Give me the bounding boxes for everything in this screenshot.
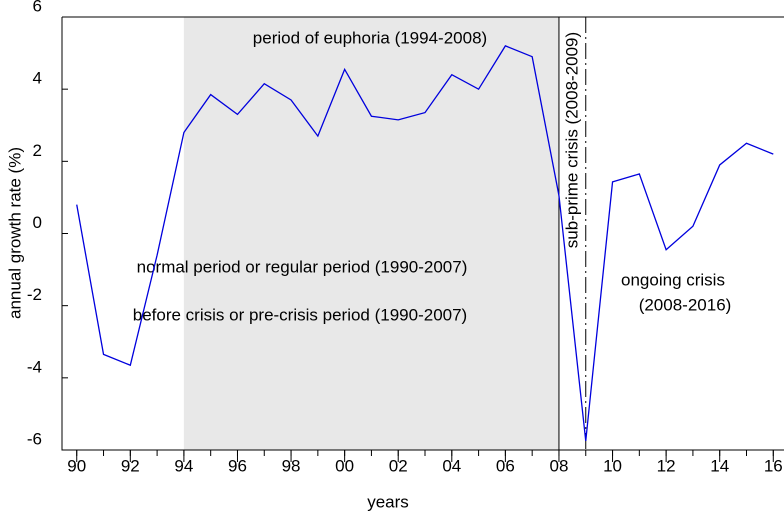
x-tick-label: 10 — [603, 456, 622, 475]
x-tick-label: 14 — [710, 456, 729, 475]
x-tick-label: 92 — [121, 456, 140, 475]
x-tick-label: 02 — [389, 456, 408, 475]
annotation: sub-prime crisis (2008-2009) — [562, 32, 581, 248]
y-tick-label: -4 — [27, 357, 42, 376]
x-tick-label: 06 — [496, 456, 515, 475]
y-axis-label: annual growth rate (%) — [5, 147, 24, 319]
x-tick-label: 00 — [335, 456, 354, 475]
x-tick-label: 08 — [550, 456, 569, 475]
y-tick-label: 6 — [33, 0, 42, 15]
annotation: ongoing crisis — [621, 270, 725, 289]
y-tick-label: 2 — [33, 141, 42, 160]
data-line — [76, 45, 774, 442]
annotation: normal period or regular period (1990-20… — [137, 257, 468, 276]
x-tick-label: 96 — [228, 456, 247, 475]
y-tick-label: 4 — [33, 69, 42, 88]
x-tick-label: 04 — [442, 456, 461, 475]
annotation: before crisis or pre-crisis period (1990… — [133, 305, 467, 324]
x-tick-label: 94 — [174, 456, 193, 475]
shaded-region — [183, 17, 559, 450]
annotation: (2008-2016) — [639, 295, 732, 314]
x-tick-label: 16 — [764, 456, 783, 475]
y-tick-label: -6 — [27, 429, 42, 448]
x-tick-label: 12 — [657, 456, 676, 475]
x-axis-label: years — [367, 492, 409, 511]
y-tick-label: 0 — [33, 213, 42, 232]
annotation: period of euphoria (1994-2008) — [253, 28, 487, 47]
x-tick-label: 90 — [67, 456, 86, 475]
y-tick-label: -2 — [27, 285, 42, 304]
x-tick-label: 98 — [282, 456, 301, 475]
